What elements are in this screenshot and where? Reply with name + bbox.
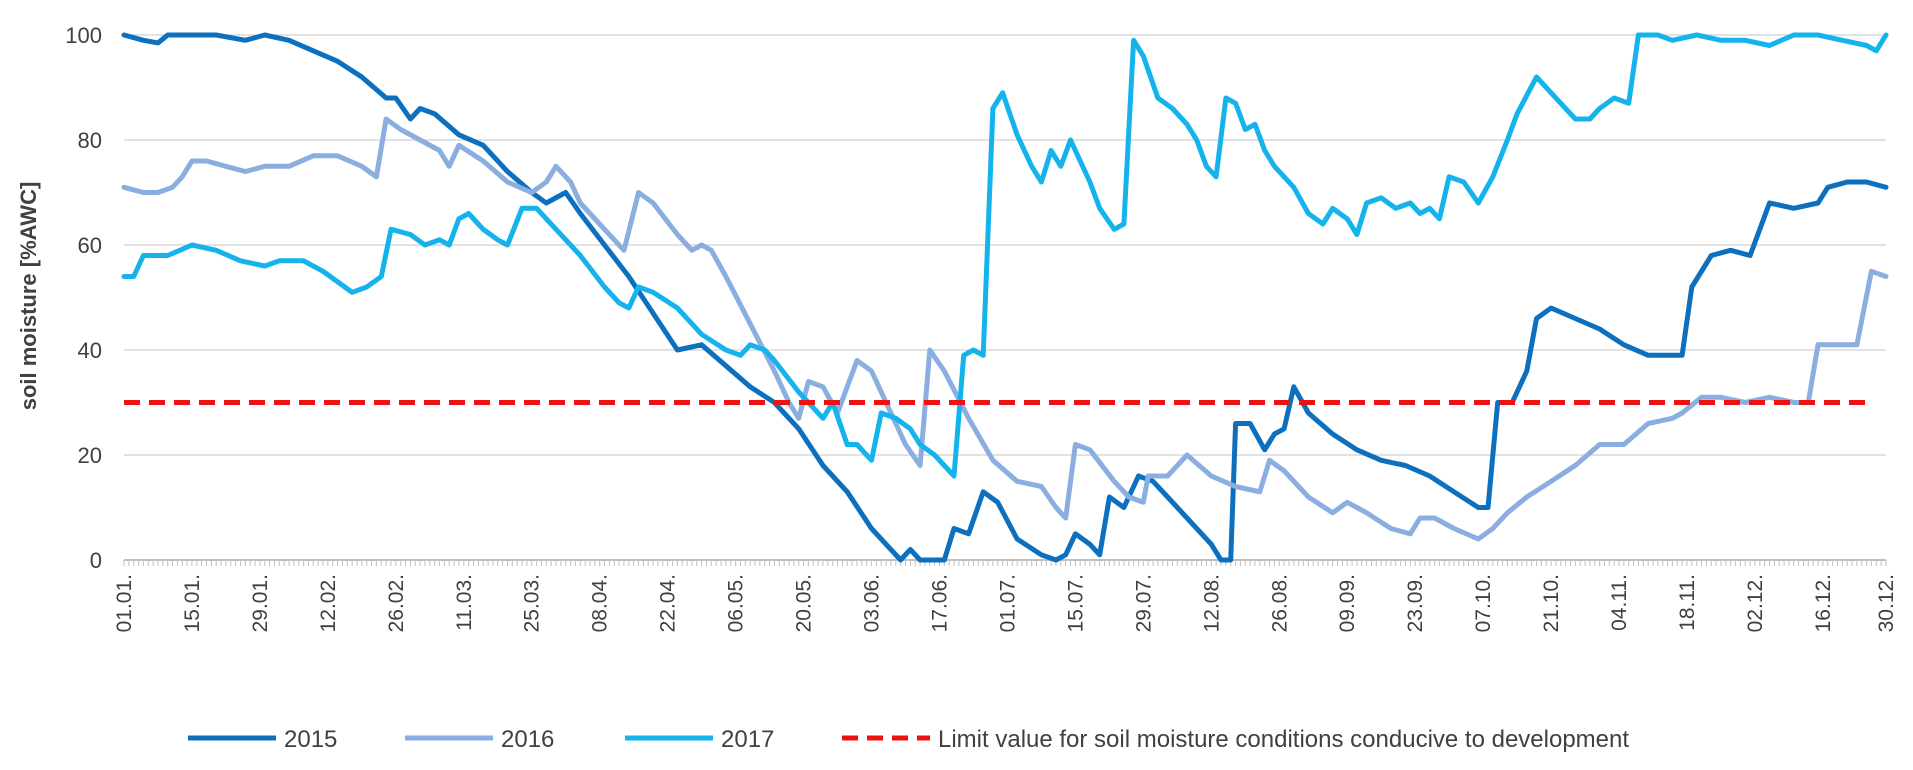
x-tick-label: 20.05. xyxy=(793,574,816,632)
y-tick-label: 60 xyxy=(78,233,102,258)
x-tick-label: 04.11. xyxy=(1608,574,1631,631)
legend-label: 2017 xyxy=(721,726,774,753)
x-tick-label: 03.06. xyxy=(861,574,884,632)
legend-label: Limit value for soil moisture conditions… xyxy=(938,726,1629,753)
x-tick-label: 12.02. xyxy=(317,574,340,632)
x-tick-label: 08.04. xyxy=(589,574,612,632)
y-tick-labels: 0 20 40 60 80 100 xyxy=(65,23,102,573)
x-tick-labels: 01.01. 15.01. 29.01. 12.02. 26.02. 11.03. 25.0… xyxy=(113,574,1898,632)
legend-label: 2015 xyxy=(284,726,337,753)
x-tick-label: 18.11. xyxy=(1676,574,1699,631)
legend: 2015 2016 2017 Limit value for soil moistur… xyxy=(188,726,1629,753)
y-tick-label: 20 xyxy=(78,443,102,468)
x-tick-label: 17.06. xyxy=(928,574,951,632)
x-tick-label: 25.03. xyxy=(521,574,544,632)
x-tick-label: 23.09. xyxy=(1404,574,1427,632)
y-tick-label: 100 xyxy=(65,23,102,48)
x-tick-label: 21.10. xyxy=(1540,574,1563,632)
series-line-2017 xyxy=(121,32,1889,479)
x-tick-label: 29.01. xyxy=(249,574,272,632)
x-tick-label: 12.08. xyxy=(1200,574,1223,632)
y-tick-label: 0 xyxy=(90,548,102,573)
x-tick-label: 07.10. xyxy=(1472,574,1495,632)
x-tick-label: 11.03. xyxy=(453,574,476,631)
x-tick-label: 02.12. xyxy=(1744,574,1767,632)
x-axis xyxy=(123,559,1887,566)
y-tick-label: 80 xyxy=(78,128,102,153)
x-tick-label: 16.12. xyxy=(1812,574,1835,632)
x-tick-label: 01.01. xyxy=(113,574,136,632)
series-lines xyxy=(121,32,1889,563)
x-tick-label: 26.08. xyxy=(1268,574,1291,632)
x-tick-label: 09.09. xyxy=(1336,574,1359,632)
x-tick-label: 29.07. xyxy=(1132,574,1155,632)
x-tick-label: 06.05. xyxy=(725,574,748,632)
x-tick-label: 15.01. xyxy=(181,574,204,632)
y-axis-label: soil moisture [%AWC] xyxy=(16,182,41,411)
series-line-2015 xyxy=(121,32,1889,563)
y-tick-label: 40 xyxy=(78,338,102,363)
x-tick-label: 01.07. xyxy=(996,574,1019,632)
x-tick-label: 26.02. xyxy=(385,574,408,632)
series-line-2016 xyxy=(121,116,1889,542)
x-tick-label: 30.12. xyxy=(1875,574,1898,632)
x-tick-label: 22.04. xyxy=(657,574,680,632)
x-tick-label: 15.07. xyxy=(1064,574,1087,632)
legend-label: 2016 xyxy=(501,726,554,753)
